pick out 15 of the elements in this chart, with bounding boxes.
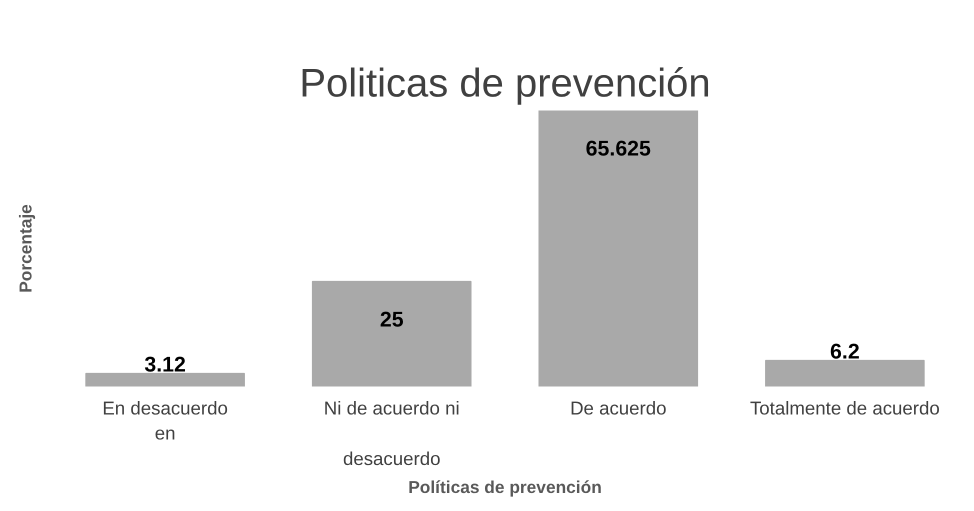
bar — [765, 360, 925, 386]
x-tick-label: En desacuerdo en — [102, 398, 228, 444]
bar — [85, 372, 245, 386]
category-label: Ni de acuerdo ni desacuerdo — [324, 398, 460, 469]
x-tick-label: De acuerdo — [570, 398, 667, 418]
y-axis-title: Porcentaje — [16, 204, 36, 293]
data-label: 65.625 — [586, 136, 652, 160]
chart-title: Politicas de prevención — [299, 62, 711, 106]
x-axis-title: Políticas de prevención — [408, 476, 602, 497]
bar — [312, 280, 472, 386]
data-label: 25 — [380, 307, 404, 332]
data-label: 6.2 — [830, 339, 860, 364]
bar — [538, 110, 698, 386]
x-tick-label: Totalmente de acuerdo — [750, 398, 940, 418]
data-label: 3.12 — [144, 352, 186, 376]
